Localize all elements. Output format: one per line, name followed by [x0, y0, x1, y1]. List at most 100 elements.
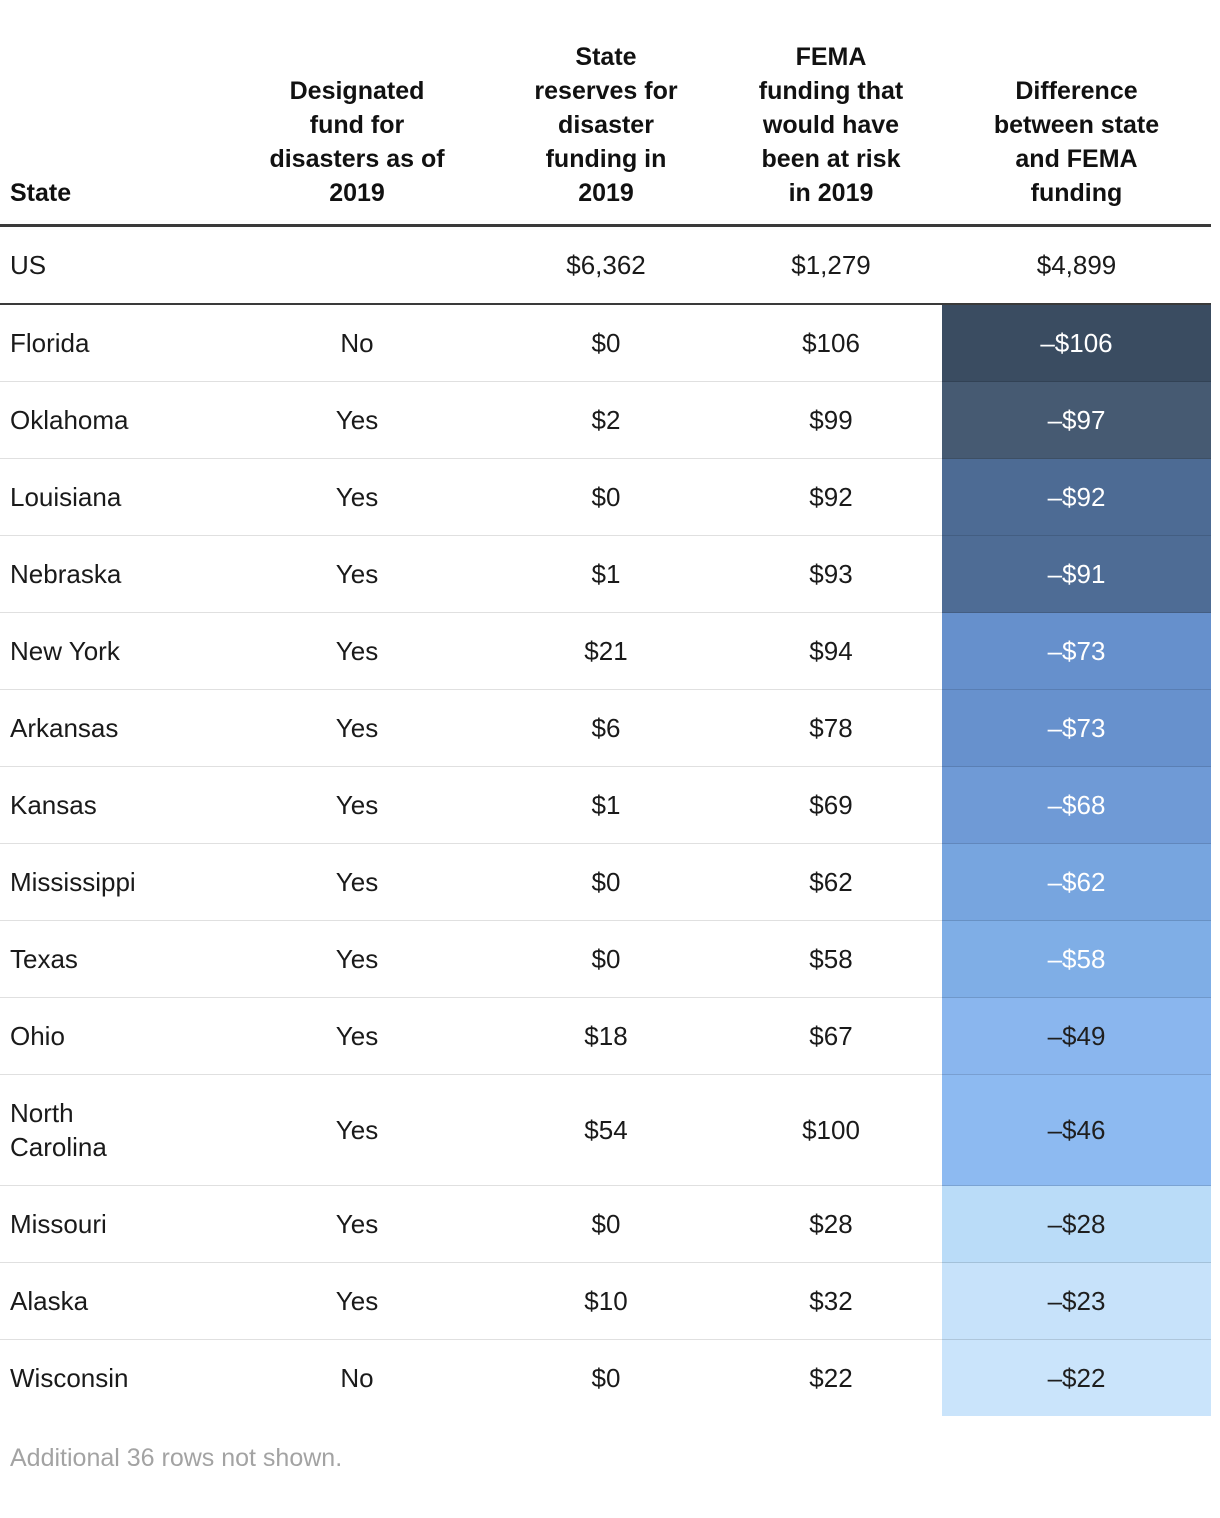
designated-cell: Yes — [222, 1074, 492, 1186]
designated-cell: Yes — [222, 458, 492, 536]
state-name: Missouri — [10, 1209, 107, 1239]
difference-cell: –$62 — [942, 843, 1211, 921]
fema-cell: $58 — [720, 920, 942, 998]
fema-cell: $78 — [720, 689, 942, 767]
state-cell: Ohio — [0, 997, 222, 1075]
state-name: Texas — [10, 944, 78, 974]
column-header-state-reserves: State reserves for disaster funding in 2… — [492, 0, 720, 227]
column-header-designated-fund: Designated fund for disasters as of 2019 — [222, 0, 492, 227]
table-row: Florida No $0 $106 –$106 — [0, 304, 1211, 382]
reserves-cell: $54 — [492, 1074, 720, 1186]
table-row: Arkansas Yes $6 $78 –$73 — [0, 689, 1211, 767]
us-total-row: US $6,362 $1,279 $4,899 — [0, 225, 1211, 305]
reserves-cell: $21 — [492, 612, 720, 690]
state-cell: Kansas — [0, 766, 222, 844]
reserves-cell: $0 — [591, 328, 621, 358]
column-header-fema-funding: FEMA funding that would have been at ris… — [720, 0, 942, 227]
column-header-state-reserves-label: State reserves for disaster funding in 2… — [534, 43, 678, 207]
column-header-designated-fund-label: Designated fund for disasters as of 2019 — [269, 77, 445, 207]
state-name: Nebraska — [10, 559, 122, 589]
state-name: New York — [10, 636, 120, 666]
difference-cell: –$97 — [942, 381, 1211, 459]
reserves-cell: $18 — [492, 997, 720, 1075]
designated-cell: Yes — [222, 1262, 492, 1340]
table-row: Nebraska Yes $1 $93 –$91 — [0, 535, 1211, 613]
designated-cell: Yes — [222, 535, 492, 613]
table-row: Texas Yes $0 $58 –$58 — [0, 920, 1211, 998]
us-total-section: US $6,362 $1,279 $4,899 — [0, 225, 1211, 305]
reserves-cell: $1 — [492, 535, 720, 613]
reserves-cell: $0 — [492, 1339, 720, 1416]
fema-cell: $67 — [720, 997, 942, 1075]
column-header-difference: Difference between state and FEMA fundin… — [942, 0, 1211, 227]
table-row: Missouri Yes $0 $28 –$28 — [0, 1185, 1211, 1263]
state-name: Wisconsin — [10, 1363, 129, 1393]
reserves-cell: $2 — [492, 381, 720, 459]
table-row: Mississippi Yes $0 $62 –$62 — [0, 843, 1211, 921]
table-row: Louisiana Yes $0 $92 –$92 — [0, 458, 1211, 536]
table-body: Florida No $0 $106 –$106 Oklahoma Yes $2 $99 –$97… — [0, 304, 1211, 1416]
difference-cell: –$22 — [942, 1339, 1211, 1416]
column-header-difference-label: Difference between state and FEMA fundin… — [993, 77, 1160, 207]
difference-cell: –$58 — [942, 920, 1211, 998]
fema-cell: $62 — [720, 843, 942, 921]
us-state-cell: US — [0, 225, 222, 305]
us-designated-cell — [222, 225, 492, 305]
fema-cell: $99 — [720, 381, 942, 459]
state-name: Florida — [10, 328, 90, 358]
designated-cell: Yes — [222, 766, 492, 844]
state-cell: Nebraska — [0, 535, 222, 613]
table-row: North Carolina Yes $54 $100 –$46 — [0, 1074, 1211, 1186]
difference-cell: –$92 — [942, 458, 1211, 536]
us-fema-cell: $1,279 — [720, 225, 942, 305]
fema-cell: $93 — [720, 535, 942, 613]
fema-cell: $94 — [720, 612, 942, 690]
difference-cell: –$73 — [942, 689, 1211, 767]
table-row: Wisconsin No $0 $22 –$22 — [0, 1339, 1211, 1416]
state-cell: Oklahoma — [0, 381, 222, 459]
state-cell: Florida — [0, 304, 222, 382]
state-cell: Texas — [0, 920, 222, 998]
designated-cell: Yes — [222, 1185, 492, 1263]
state-name: Louisiana — [10, 482, 122, 512]
reserves-cell: $0 — [492, 458, 720, 536]
difference-cell: –$73 — [942, 612, 1211, 690]
difference-cell: –$91 — [942, 535, 1211, 613]
fema-cell: $106 — [802, 328, 860, 358]
table-row: Kansas Yes $1 $69 –$68 — [0, 766, 1211, 844]
difference-cell: –$106 — [942, 304, 1211, 382]
difference-cell: –$46 — [942, 1074, 1211, 1186]
state-name: Oklahoma — [10, 405, 129, 435]
state-cell: Missouri — [0, 1185, 222, 1263]
fema-cell: $100 — [720, 1074, 942, 1186]
table-row: Alaska Yes $10 $32 –$23 — [0, 1262, 1211, 1340]
difference-cell: –$23 — [942, 1262, 1211, 1340]
designated-cell: Yes — [222, 920, 492, 998]
additional-rows-note: Additional 36 rows not shown. — [10, 1444, 343, 1472]
header-row: State Designated fund for disasters as o… — [0, 0, 1211, 227]
column-header-state-label: State — [10, 179, 72, 207]
table-row: New York Yes $21 $94 –$73 — [0, 612, 1211, 690]
fema-cell: $22 — [720, 1339, 942, 1416]
state-cell: New York — [0, 612, 222, 690]
column-header-fema-funding-label: FEMA funding that would have been at ris… — [758, 43, 904, 207]
us-reserves-cell: $6,362 — [492, 225, 720, 305]
designated-cell: Yes — [222, 843, 492, 921]
fema-cell: $69 — [720, 766, 942, 844]
reserves-cell: $0 — [492, 1185, 720, 1263]
state-cell: Mississippi — [0, 843, 222, 921]
us-difference-cell: $4,899 — [942, 225, 1211, 305]
state-cell: Alaska — [0, 1262, 222, 1340]
fema-cell: $28 — [720, 1185, 942, 1263]
state-disaster-funding-table: State Designated fund for disasters as o… — [0, 0, 1211, 1416]
column-header-state: State — [0, 0, 222, 227]
state-cell: Louisiana — [0, 458, 222, 536]
designated-cell: Yes — [222, 689, 492, 767]
table-header: State Designated fund for disasters as o… — [0, 0, 1211, 227]
reserves-cell: $6 — [492, 689, 720, 767]
fema-cell: $32 — [720, 1262, 942, 1340]
state-name: North Carolina — [10, 1098, 107, 1162]
state-name: Ohio — [10, 1021, 65, 1051]
table-row: Ohio Yes $18 $67 –$49 — [0, 997, 1211, 1075]
